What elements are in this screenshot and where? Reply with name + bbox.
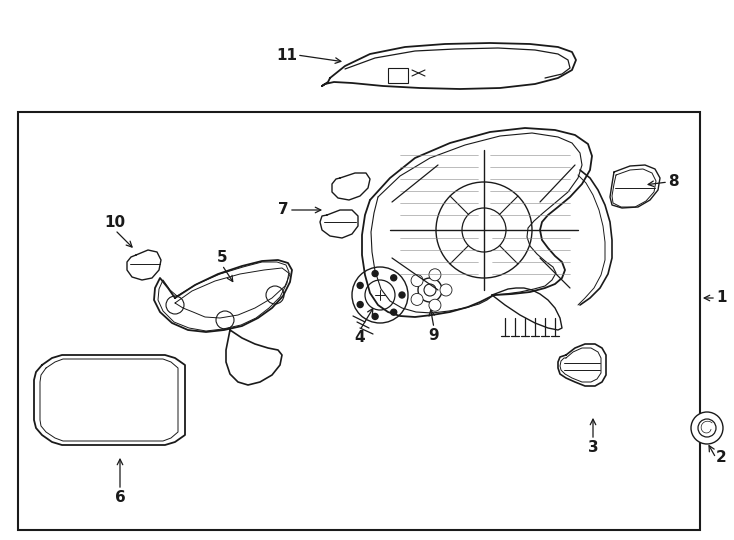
Text: 5: 5 (217, 250, 228, 265)
Circle shape (372, 271, 378, 276)
Circle shape (390, 309, 396, 315)
Circle shape (698, 419, 716, 437)
Circle shape (399, 292, 405, 298)
Text: 3: 3 (588, 440, 598, 455)
Text: 9: 9 (429, 328, 440, 343)
Circle shape (429, 299, 441, 311)
Circle shape (411, 293, 423, 306)
Text: 2: 2 (716, 450, 727, 465)
Text: 1: 1 (716, 291, 727, 306)
Text: 7: 7 (278, 202, 289, 218)
Circle shape (357, 301, 363, 308)
Circle shape (424, 284, 436, 296)
Bar (18, 112, 700, 530)
Circle shape (166, 296, 184, 314)
Circle shape (429, 269, 441, 281)
Circle shape (440, 284, 452, 296)
Circle shape (372, 313, 378, 320)
Circle shape (411, 275, 423, 287)
Bar (388, 68, 408, 83)
Circle shape (691, 412, 723, 444)
Circle shape (418, 278, 442, 302)
Circle shape (357, 282, 363, 288)
Circle shape (462, 208, 506, 252)
Circle shape (216, 311, 234, 329)
Text: 11: 11 (276, 48, 297, 63)
Text: 8: 8 (668, 174, 679, 190)
Text: 4: 4 (355, 330, 366, 345)
Circle shape (436, 182, 532, 278)
Circle shape (365, 280, 395, 310)
Text: 6: 6 (115, 490, 126, 505)
Text: 10: 10 (104, 215, 126, 230)
Circle shape (390, 275, 396, 281)
Circle shape (266, 286, 284, 304)
Circle shape (352, 267, 408, 323)
